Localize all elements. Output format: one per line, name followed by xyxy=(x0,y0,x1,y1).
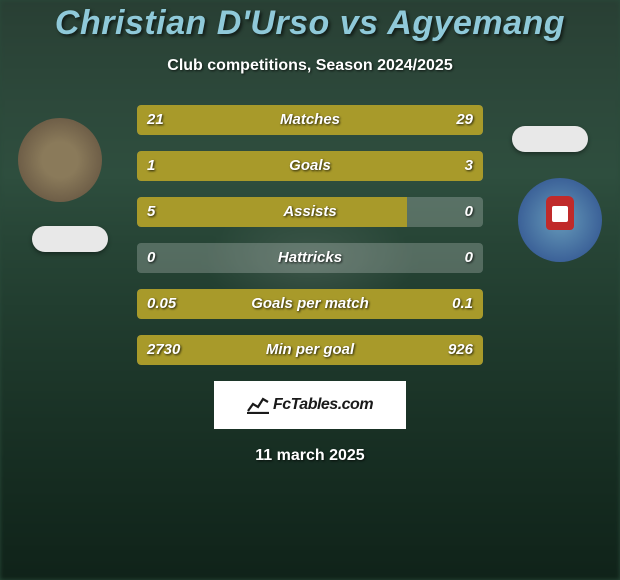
player-left-avatar xyxy=(18,118,102,202)
page-title: Christian D'Urso vs Agyemang xyxy=(0,4,620,43)
stat-row: 2129Matches xyxy=(137,105,483,135)
card: Christian D'Urso vs Agyemang Club compet… xyxy=(0,0,620,580)
stat-label: Goals xyxy=(137,151,483,181)
date: 11 march 2025 xyxy=(0,447,620,465)
chart-icon xyxy=(247,396,269,414)
stat-row: 50Assists xyxy=(137,197,483,227)
stat-label: Goals per match xyxy=(137,289,483,319)
stat-label: Assists xyxy=(137,197,483,227)
stat-row: 13Goals xyxy=(137,151,483,181)
player-right-avatar xyxy=(518,178,602,262)
logo-text: FcTables.com xyxy=(273,396,373,414)
subtitle: Club competitions, Season 2024/2025 xyxy=(0,57,620,75)
stat-row: 0.050.1Goals per match xyxy=(137,289,483,319)
stat-rows: 2129Matches 13Goals 50Assists 00Hattricks 0.… xyxy=(137,105,483,365)
fctables-logo: FcTables.com xyxy=(214,381,406,429)
stat-label: Matches xyxy=(137,105,483,135)
stat-label: Hattricks xyxy=(137,243,483,273)
stat-label: Min per goal xyxy=(137,335,483,365)
stat-row: 00Hattricks xyxy=(137,243,483,273)
player-right-club-badge xyxy=(512,126,588,152)
stat-row: 2730926Min per goal xyxy=(137,335,483,365)
player-left-club-badge xyxy=(32,226,108,252)
